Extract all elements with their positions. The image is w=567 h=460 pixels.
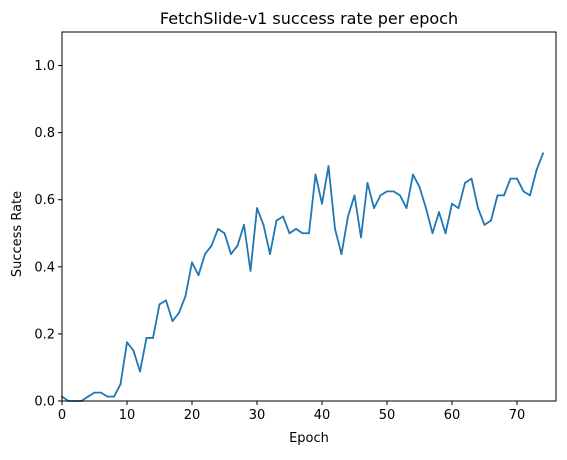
- data-point: [243, 223, 245, 226]
- data-point: [334, 228, 336, 230]
- x-tick-label: 60: [444, 408, 461, 423]
- data-point: [321, 202, 323, 205]
- data-point: [490, 219, 492, 222]
- data-point: [275, 219, 278, 222]
- data-point: [262, 223, 265, 226]
- data-point: [451, 202, 453, 205]
- plot-frame: [61, 31, 557, 402]
- data-point: [93, 391, 96, 394]
- data-point: [542, 152, 544, 155]
- data-point: [483, 223, 486, 226]
- data-point: [87, 395, 89, 398]
- y-tick-label: 0.6: [34, 193, 55, 208]
- data-point: [509, 177, 512, 180]
- data-point: [197, 274, 200, 277]
- y-tick-label: 0.4: [34, 260, 55, 275]
- data-point: [158, 303, 161, 306]
- data-point: [100, 391, 102, 394]
- data-point: [399, 194, 401, 197]
- data-point: [457, 207, 460, 210]
- data-point: [223, 232, 226, 235]
- data-point: [119, 383, 122, 386]
- x-tick-label: 0: [58, 408, 66, 423]
- data-point: [145, 337, 148, 339]
- data-point: [386, 190, 388, 193]
- data-point: [373, 207, 375, 210]
- data-point: [171, 320, 174, 323]
- data-point: [529, 194, 531, 197]
- data-point: [379, 194, 382, 197]
- data-point: [282, 215, 284, 218]
- data-point: [405, 207, 408, 210]
- data-point: [132, 349, 135, 352]
- data-point: [360, 236, 362, 239]
- data-point: [438, 211, 440, 214]
- data-point: [464, 182, 466, 184]
- data-point: [230, 253, 232, 255]
- x-tick-label: 20: [184, 408, 201, 423]
- data-point: [106, 395, 109, 398]
- data-point: [496, 194, 499, 197]
- data-point: [139, 370, 141, 373]
- data-point: [470, 177, 473, 180]
- data-point: [210, 244, 213, 247]
- data-point: [516, 177, 518, 180]
- series-line: [60, 152, 545, 402]
- data-point: [113, 395, 115, 398]
- data-point: [204, 253, 206, 255]
- x-axis-label: Epoch: [289, 431, 329, 446]
- data-point: [522, 190, 525, 193]
- y-tick-label: 0.2: [34, 327, 55, 342]
- data-point: [366, 182, 369, 184]
- x-tick-label: 50: [379, 408, 396, 423]
- data-point: [314, 173, 317, 176]
- y-tick-label: 0.8: [34, 126, 55, 141]
- data-point: [412, 173, 414, 176]
- x-tick-label: 70: [509, 408, 526, 423]
- x-tick-label: 30: [249, 408, 266, 423]
- data-point: [444, 232, 447, 235]
- data-point: [288, 232, 291, 235]
- data-point: [295, 228, 297, 230]
- data-point: [353, 194, 356, 197]
- data-point: [236, 244, 239, 247]
- chart-title: FetchSlide-v1 success rate per epoch: [160, 9, 458, 28]
- data-point: [308, 232, 310, 235]
- data-point: [269, 253, 271, 255]
- data-point: [191, 261, 193, 264]
- data-point: [418, 186, 421, 188]
- data-point: [249, 269, 252, 272]
- data-point: [425, 207, 427, 210]
- data-point: [152, 337, 154, 339]
- data-point: [477, 207, 479, 210]
- y-axis-label: Success Rate: [10, 191, 25, 277]
- y-tick-label: 0.0: [34, 395, 55, 410]
- data-point: [126, 341, 128, 344]
- data-point: [327, 165, 330, 168]
- data-point: [535, 169, 538, 172]
- data-point: [431, 232, 434, 235]
- data-point: [392, 190, 395, 193]
- x-tick-label: 10: [119, 408, 136, 423]
- data-point: [347, 215, 349, 218]
- series-group: [60, 152, 545, 402]
- data-point: [165, 299, 167, 302]
- y-tick-label: 1.0: [34, 59, 55, 74]
- data-point: [178, 311, 180, 314]
- data-point: [340, 253, 343, 255]
- data-point: [503, 194, 505, 197]
- x-tick-label: 40: [314, 408, 331, 423]
- data-point: [184, 295, 187, 297]
- data-point: [217, 228, 219, 230]
- data-point: [301, 232, 304, 235]
- axis-ticks: 0 10 20 30 40 50 60 70 0.0 0.2 0.4 0.6 0.8 1.0: [34, 59, 525, 423]
- data-point: [256, 207, 258, 210]
